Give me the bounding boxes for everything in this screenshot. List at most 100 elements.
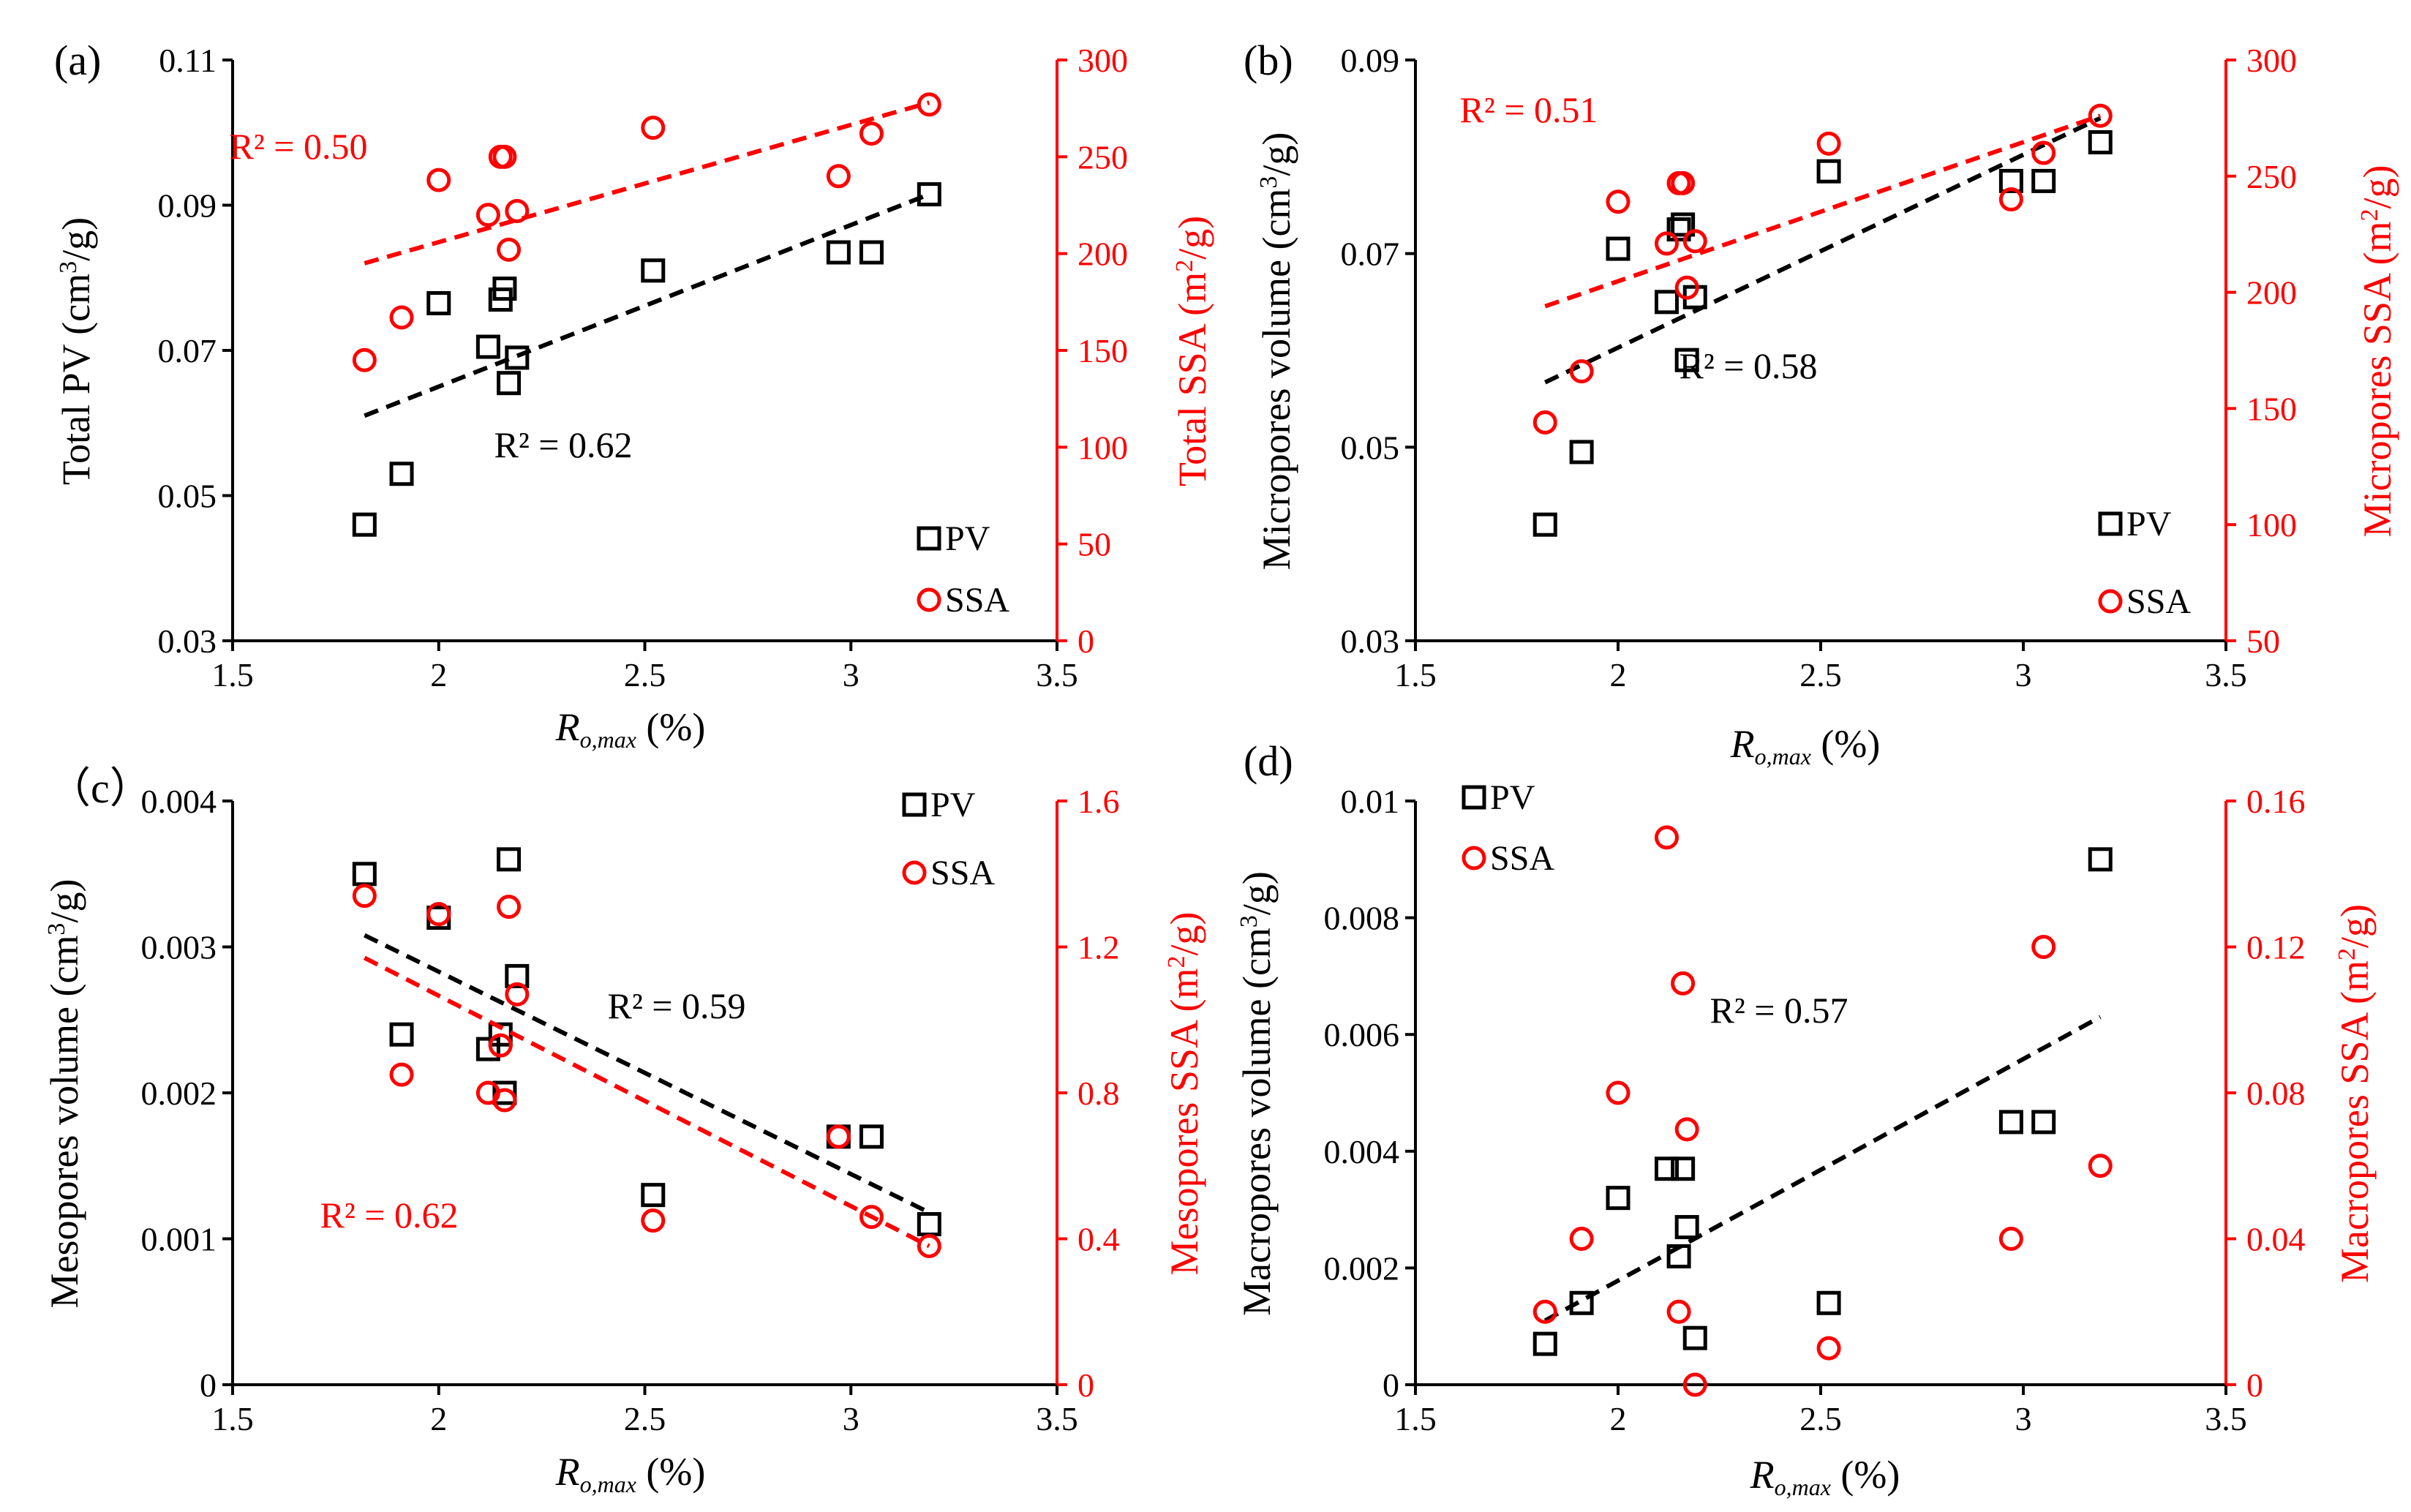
r2-label-pv: R² = 0.62	[494, 424, 632, 465]
trend-line-pv	[1543, 1015, 2102, 1323]
left-y-tick-label: 0.03	[1341, 623, 1400, 660]
pv-data-point	[826, 240, 851, 265]
ssa-data-point	[2031, 935, 2056, 959]
pv-data-point	[641, 1183, 666, 1208]
r2-label-ssa: R² = 0.51	[1459, 89, 1598, 130]
x-tick-label: 3.5	[2205, 1400, 2247, 1437]
right-y-tick-label: 0	[1077, 1366, 1094, 1404]
ssa-data-point	[1569, 359, 1594, 384]
x-tick-label: 3.5	[1036, 656, 1078, 693]
pv-data-point	[1606, 1186, 1630, 1211]
x-label-subscript: o,max	[580, 726, 636, 753]
right-y-tick-label: 1.6	[1077, 783, 1120, 820]
pv-data-point	[1998, 168, 2023, 193]
x-label-main: R	[1750, 1453, 1775, 1497]
x-tick-label: 2	[1610, 1400, 1627, 1437]
left-y-label-superscript: 3	[1255, 176, 1282, 189]
left-y-label-unit: /g)	[1255, 132, 1298, 176]
left-y-label-text: Mesopores volume (cm	[42, 936, 86, 1309]
ssa-data-point	[2088, 1154, 2113, 1178]
panel-label: (b)	[1244, 37, 1293, 84]
left-y-label-unit: /g)	[1235, 871, 1279, 915]
ssa-data-point	[859, 121, 884, 146]
pv-data-point	[2088, 847, 2113, 872]
right-y-label-unit: /g)	[2333, 904, 2377, 948]
x-label-unit: (%)	[1831, 1453, 1900, 1497]
legend-label: SSA	[945, 581, 1009, 620]
left-y-tick-label: 0.003	[141, 929, 217, 966]
ssa-data-point	[475, 203, 500, 227]
right-y-tick-label: 50	[1077, 526, 1111, 563]
panel-2: 1.5 2 2.5 3 3.5 0.03 0.05 0.07 0.09 50 100 150 200 25…	[1244, 37, 2399, 770]
series-ssa	[1532, 825, 2113, 1397]
pv-data-point	[426, 290, 451, 315]
pv-data-point	[1816, 1290, 1841, 1315]
right-y-tick-label: 0.16	[2246, 783, 2306, 820]
x-tick-label: 1.5	[211, 1400, 254, 1437]
pv-data-point	[497, 371, 522, 396]
ssa-data-point	[641, 1208, 666, 1233]
left-y-label-superscript: 3	[43, 923, 70, 936]
legend-marker-square	[902, 792, 927, 817]
r2-label-pv: R² = 0.59	[607, 985, 745, 1026]
ssa-data-point	[352, 884, 377, 909]
panel-3: 1.5 2 2.5 3 3.500.0010.0020.0030.00400.40.81…	[42, 764, 1206, 1497]
series-ssa: R² = 0.62	[320, 884, 941, 1258]
pv-data-point	[1998, 1110, 2023, 1135]
legend-marker-circle	[902, 860, 927, 885]
pv-data-point	[492, 277, 517, 301]
ssa-data-point	[2088, 103, 2113, 128]
x-tick-label: 2	[430, 1400, 447, 1437]
series-pv: R² = 0.57	[1532, 847, 2113, 1356]
left-y-tick-label: 0.07	[1341, 236, 1400, 273]
r2-label-pv: R² = 0.58	[1679, 345, 1817, 386]
pv-data-point	[859, 1124, 884, 1149]
x-tick-label: 2	[1610, 656, 1627, 693]
pv-data-point	[505, 345, 530, 370]
panel-label: (d)	[1244, 737, 1293, 785]
ssa-data-point	[497, 237, 522, 262]
ssa-data-point	[1682, 229, 1707, 254]
ssa-data-point	[826, 164, 851, 189]
ssa-data-point	[488, 1033, 513, 1058]
right-y-label-unit: /g)	[2355, 165, 2399, 209]
series-pv: R² = 0.62	[352, 182, 941, 537]
pv-data-point	[475, 334, 500, 359]
ssa-data-point	[389, 305, 414, 330]
right-y-tick-label: 0	[1077, 623, 1094, 660]
right-y-tick-label: 0.8	[1077, 1075, 1120, 1112]
left-y-axis-label: Micropores volume (cm3/g)	[1255, 132, 1298, 571]
left-y-tick-label: 0.05	[158, 478, 217, 515]
right-y-label-superscript: 2	[1163, 955, 1190, 968]
x-tick-label: 3	[2015, 656, 2032, 693]
pv-data-point	[1816, 159, 1841, 184]
left-y-tick-label: 0.05	[1341, 429, 1400, 466]
series-ssa: R² = 0.50	[229, 92, 941, 372]
right-y-tick-label: 0.04	[2246, 1221, 2306, 1258]
ssa-data-point	[917, 92, 941, 117]
right-y-tick-label: 150	[2246, 390, 2297, 427]
panel-4: 1.5 2 2.5 3 3.500.0020.0040.0060.0080.0100.0…	[1235, 737, 2377, 1500]
pv-data-point	[389, 1022, 414, 1047]
legend-marker-circle	[1462, 846, 1486, 870]
right-y-label-text: Mesopores SSA (m	[1162, 968, 1206, 1275]
pv-data-point	[859, 240, 884, 265]
ssa-data-point	[1674, 1117, 1699, 1142]
legend-label: PV	[1490, 778, 1535, 817]
panel-label: (a)	[54, 37, 101, 84]
pv-data-point	[1606, 236, 1630, 261]
right-y-tick-label: 0.08	[2246, 1075, 2306, 1112]
pv-data-point	[352, 512, 377, 537]
ssa-data-point	[859, 1205, 884, 1230]
x-tick-label: 1.5	[1394, 1400, 1437, 1437]
right-y-tick-label: 250	[1077, 138, 1128, 176]
pv-data-point	[1674, 1215, 1699, 1240]
left-y-tick-label: 0.006	[1324, 1016, 1400, 1053]
right-y-tick-label: 100	[1077, 429, 1128, 466]
trend-line-pv	[363, 933, 930, 1215]
left-y-tick-label: 0.004	[1324, 1133, 1400, 1170]
ssa-data-point	[497, 895, 522, 919]
left-y-tick-label: 0.002	[141, 1075, 217, 1112]
ssa-data-point	[389, 1062, 414, 1087]
ssa-data-point	[1569, 1227, 1594, 1251]
